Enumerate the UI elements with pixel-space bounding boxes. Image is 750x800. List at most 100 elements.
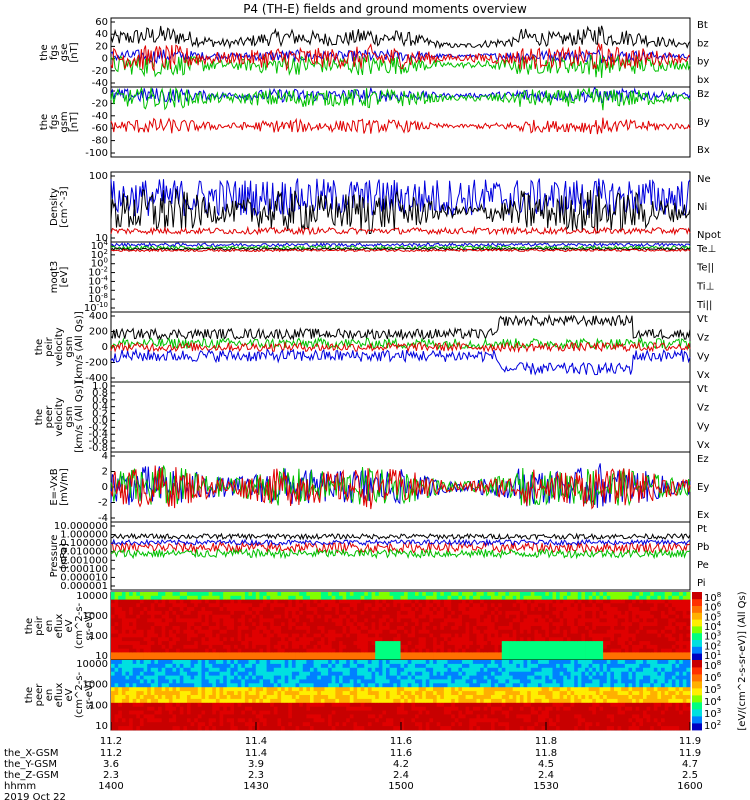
heatmap-cell-peir_spec [563, 599, 568, 604]
heatmap-cell-peir_spec [574, 618, 579, 623]
heatmap-cell-peir_spec [610, 603, 615, 608]
heatmap-cell-peer_spec [230, 706, 235, 711]
heatmap-cell-peir_spec [386, 641, 390, 646]
heatmap-cell-peir_spec [552, 618, 557, 623]
heatmap-cell-peer_spec [306, 687, 311, 692]
heatmap-cell-peir_spec [505, 610, 510, 616]
heatmap-cell-peer_spec [172, 663, 177, 669]
heatmap-cell-peir_spec [176, 641, 181, 646]
heatmap-cell-peer_spec [357, 679, 362, 684]
heatmap-cell-peer_spec [176, 722, 181, 727]
heatmap-cell-peir_spec [273, 595, 278, 600]
heatmap-cell-peir_spec [150, 622, 155, 627]
heatmap-cell-peir_spec [328, 610, 333, 616]
heatmap-cell-peir_spec [331, 633, 336, 638]
heatmap-cell-peir_spec [581, 629, 586, 634]
heatmap-cell-peir_spec [367, 641, 372, 646]
heatmap-cell-peir_spec [150, 637, 155, 642]
heatmap-cell-peer_spec [382, 691, 387, 696]
heatmap-cell-peir_spec [614, 641, 618, 646]
heatmap-cell-peir_spec [331, 610, 336, 616]
heatmap-cell-peir_spec [367, 637, 372, 642]
heatmap-cell-peir_spec [197, 637, 202, 642]
heatmap-cell-peir_spec [165, 633, 170, 638]
heatmap-cell-peer_spec [342, 718, 347, 723]
heatmap-cell-peir_spec [270, 618, 275, 623]
heatmap-cell-peer_spec [212, 663, 217, 669]
heatmap-cell-peir_spec [472, 652, 477, 657]
heatmap-cell-peir_spec [310, 618, 314, 623]
heatmap-cell-peer_spec [190, 675, 195, 680]
heatmap-cell-peer_spec [335, 679, 340, 684]
heatmap-cell-peir_spec [617, 607, 622, 612]
heatmap-cell-peir_spec [592, 648, 597, 653]
heatmap-cell-peer_spec [443, 702, 448, 708]
heatmap-cell-peir_spec [165, 637, 170, 642]
heatmap-cell-peir_spec [194, 595, 199, 600]
heatmap-cell-peir_spec [451, 626, 456, 631]
heatmap-cell-peer_spec [447, 667, 452, 673]
heatmap-cell-peir_spec [527, 622, 532, 627]
heatmap-cell-peir_spec [378, 610, 383, 616]
heatmap-cell-peir_spec [407, 622, 412, 627]
heatmap-cell-peir_spec [411, 626, 416, 631]
y-tick-pressure: 10.000000 [54, 521, 108, 532]
heatmap-cell-peir_spec [635, 614, 640, 619]
heatmap-cell-peir_spec [284, 607, 289, 612]
heatmap-cell-peer_spec [400, 718, 405, 723]
heatmap-cell-peer_spec [310, 675, 314, 680]
heatmap-cell-peir_spec [487, 644, 492, 650]
heatmap-cell-peer_spec [371, 691, 376, 696]
heatmap-cell-peer_spec [480, 663, 485, 669]
heatmap-cell-peir_spec [317, 603, 322, 608]
heatmap-cell-peir_spec [339, 610, 343, 616]
heatmap-cell-peer_spec [324, 691, 329, 696]
heatmap-cell-peir_spec [433, 595, 438, 600]
heatmap-cell-peir_spec [252, 618, 257, 623]
heatmap-cell-peir_spec [190, 656, 195, 661]
heatmap-cell-peer_spec [407, 695, 412, 700]
heatmap-cell-peir_spec [136, 626, 141, 631]
heatmap-cell-peer_spec [454, 691, 459, 696]
heatmap-cell-peer_spec [447, 706, 452, 711]
heatmap-cell-peer_spec [125, 667, 130, 673]
heatmap-cell-peir_spec [465, 652, 470, 657]
heatmap-cell-peer_spec [226, 714, 231, 719]
heatmap-cell-peir_spec [418, 648, 423, 653]
heatmap-cell-peir_spec [433, 648, 438, 653]
heatmap-cell-peer_spec [215, 691, 220, 696]
heatmap-cell-peer_spec [458, 706, 463, 711]
heatmap-cell-peer_spec [400, 660, 405, 665]
heatmap-cell-peer_spec [205, 722, 210, 727]
heatmap-cell-peir_spec [603, 629, 608, 634]
heatmap-cell-peer_spec [440, 714, 445, 719]
heatmap-cell-peir_spec [610, 648, 615, 653]
heatmap-cell-peir_spec [281, 607, 286, 612]
heatmap-cell-peir_spec [281, 637, 286, 642]
heatmap-cell-peir_spec [234, 633, 238, 638]
heatmap-cell-peer_spec [302, 675, 307, 680]
heatmap-cell-peer_spec [313, 710, 318, 715]
heatmap-cell-peer_spec [310, 671, 314, 676]
heatmap-cell-peir_spec [635, 599, 640, 604]
heatmap-cell-peer_spec [237, 714, 242, 719]
heatmap-cell-peir_spec [494, 648, 499, 653]
heatmap-cell-peir_spec [176, 610, 181, 616]
heatmap-cell-peir_spec [418, 595, 423, 600]
heatmap-cell-peer_spec [462, 718, 466, 723]
heatmap-cell-peer_spec [407, 683, 412, 688]
heatmap-cell-peir_spec [454, 656, 459, 661]
heatmap-cell-peir_spec [559, 599, 564, 604]
heatmap-cell-peer_spec [273, 722, 278, 727]
heatmap-cell-peer_spec [281, 691, 286, 696]
heatmap-cell-peir_spec [447, 622, 452, 627]
heatmap-cell-peir_spec [295, 641, 300, 646]
heatmap-cell-peer_spec [234, 698, 238, 704]
heatmap-cell-peir_spec [494, 644, 499, 650]
heatmap-cell-peir_spec [494, 656, 499, 661]
heatmap-cell-peir_spec [462, 599, 466, 604]
heatmap-cell-peir_spec [400, 595, 405, 600]
heatmap-cell-peer_spec [447, 698, 452, 704]
heatmap-cell-peir_spec [121, 603, 126, 608]
heatmap-cell-peir_spec [129, 607, 134, 612]
